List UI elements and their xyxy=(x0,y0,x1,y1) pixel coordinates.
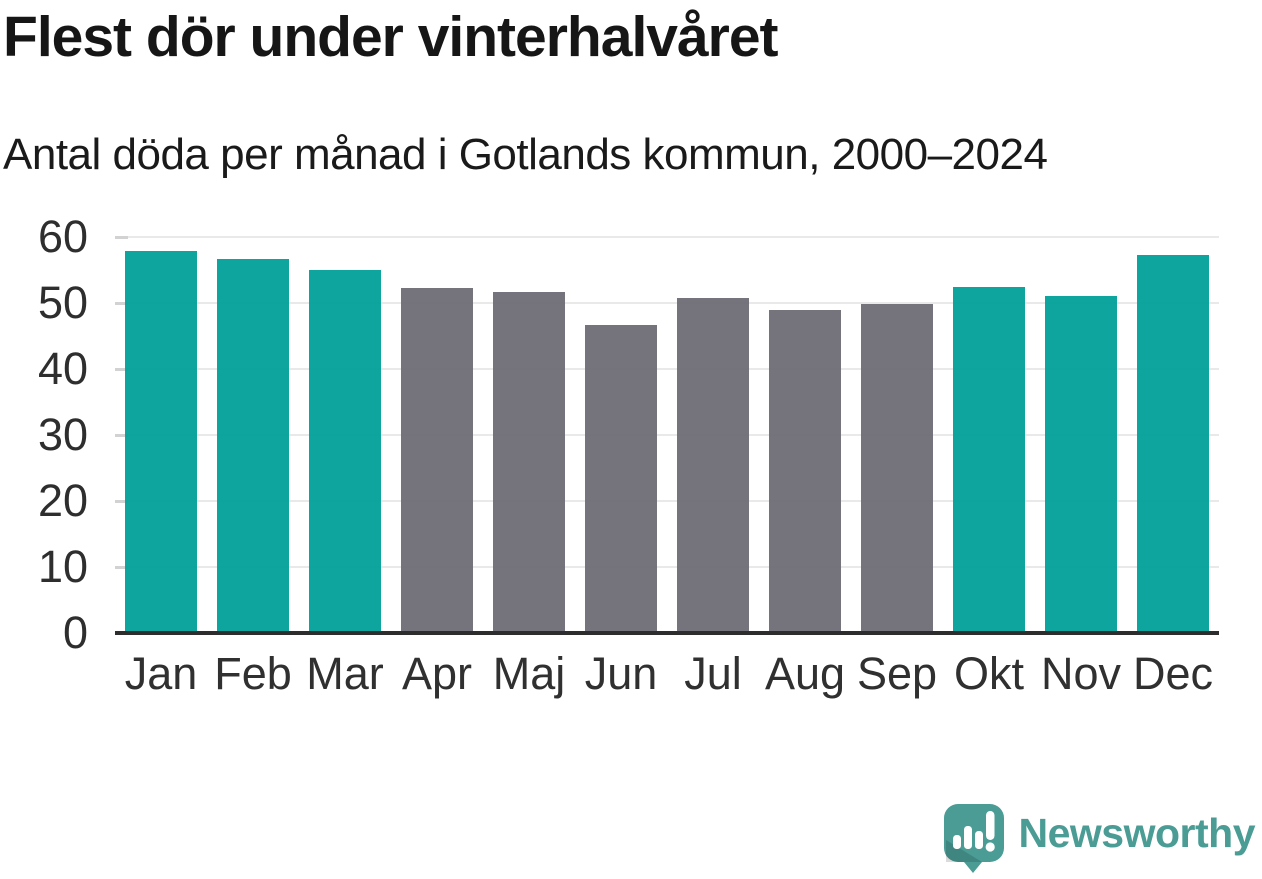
gridline-10 xyxy=(115,566,1219,568)
gridline-40 xyxy=(115,368,1219,370)
y-tick-mark-50 xyxy=(115,301,128,305)
y-tick-mark-10 xyxy=(115,565,128,569)
x-axis-baseline xyxy=(115,631,1219,635)
newsworthy-logo-icon xyxy=(943,804,1004,873)
bar-slot-Feb xyxy=(207,237,299,633)
x-tick-label-Maj: Maj xyxy=(492,648,566,699)
bar-slot-Dec xyxy=(1127,237,1219,633)
bar-slot-Apr xyxy=(391,237,483,633)
y-tick-mark-20 xyxy=(115,499,128,503)
bar-Jan xyxy=(125,250,197,633)
bar-Aug xyxy=(769,309,841,633)
x-tick-label-Mar: Mar xyxy=(306,648,384,699)
bar-Dec xyxy=(1137,255,1209,633)
chart-title: Flest dör under vinterhalvåret xyxy=(3,5,779,69)
x-axis: Jan Feb Mar Apr Maj Jun Jul Aug Sep Okt Nov Dec xyxy=(115,648,1219,700)
gridline-60 xyxy=(115,236,1219,238)
x-tick-label-Nov: Nov xyxy=(1040,648,1122,699)
bar-slot-Maj xyxy=(483,237,575,633)
bar-tall xyxy=(963,826,972,849)
bar-slot-Sep xyxy=(851,237,943,633)
bar-Feb xyxy=(217,258,289,633)
x-tick-label-Jan: Jan xyxy=(124,648,198,699)
y-tick-mark-60 xyxy=(115,235,128,239)
bar-Maj xyxy=(493,292,565,633)
x-tick-label-Aug: Aug xyxy=(764,648,846,699)
newsworthy-logo-text: Newsworthy xyxy=(1018,810,1256,856)
x-tick-label-Feb: Feb xyxy=(214,648,292,699)
x-tick-label-Sep: Sep xyxy=(856,648,938,699)
bar-Okt xyxy=(953,286,1025,633)
bar-slot-Jan xyxy=(115,237,207,633)
newsworthy-logo: Newsworthy xyxy=(942,802,1256,873)
bars-row xyxy=(115,237,1219,633)
x-tick-label-Jul: Jul xyxy=(684,648,742,699)
y-tick-mark-30 xyxy=(115,433,128,437)
y-tick-label-60: 60 xyxy=(37,211,88,262)
y-tick-label-30: 30 xyxy=(37,409,88,460)
exclamation-dot xyxy=(985,842,995,852)
exclamation-bar xyxy=(985,811,994,840)
y-tick-label-40: 40 xyxy=(37,343,88,394)
bar-Mar xyxy=(309,270,381,633)
gridline-50 xyxy=(115,302,1219,304)
bar-Sep xyxy=(861,304,933,633)
x-tick-label-Jun: Jun xyxy=(584,648,658,699)
bar-slot-Nov xyxy=(1035,237,1127,633)
plot-area xyxy=(115,235,1219,635)
y-tick-label-10: 10 xyxy=(37,541,88,592)
bar-Jul xyxy=(677,298,749,633)
y-tick-label-50: 50 xyxy=(37,277,88,328)
bar-slot-Okt xyxy=(943,237,1035,633)
bar-Nov xyxy=(1045,296,1117,633)
chart-subtitle: Antal döda per månad i Gotlands kommun, … xyxy=(3,130,1048,179)
bar-slot-Mar xyxy=(299,237,391,633)
bar-Apr xyxy=(401,287,473,633)
x-tick-label-Dec: Dec xyxy=(1132,648,1214,699)
bar-slot-Aug xyxy=(759,237,851,633)
y-tick-label-0: 0 xyxy=(62,607,88,658)
x-tick-label-Okt: Okt xyxy=(953,648,1024,699)
y-tick-mark-40 xyxy=(115,367,128,371)
y-tick-label-20: 20 xyxy=(37,475,88,526)
gridline-20 xyxy=(115,500,1219,502)
bar-slot-Jul xyxy=(667,237,759,633)
gridline-30 xyxy=(115,434,1219,436)
bar-Jun xyxy=(585,325,657,633)
bar-small xyxy=(952,835,961,849)
x-tick-label-Apr: Apr xyxy=(401,648,473,699)
bar-slot-Jun xyxy=(575,237,667,633)
bar-medium xyxy=(974,831,983,849)
